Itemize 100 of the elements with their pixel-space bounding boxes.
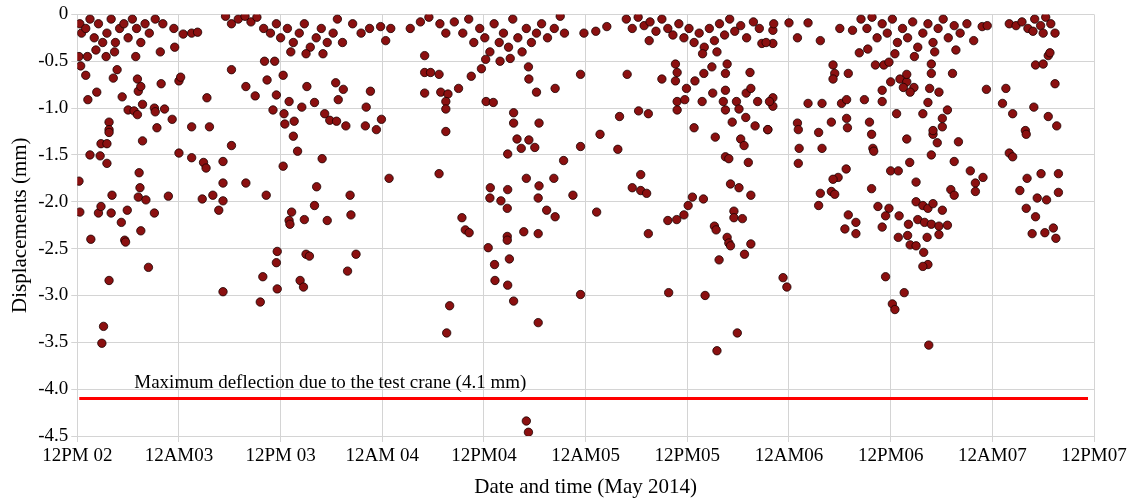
point: [316, 23, 326, 34]
point: [169, 23, 179, 34]
point: [918, 28, 928, 38]
point: [102, 28, 112, 38]
point: [119, 19, 129, 29]
point: [265, 28, 276, 38]
x-tick-label: 12AM 04: [345, 444, 420, 466]
point: [91, 45, 101, 55]
point: [913, 42, 923, 52]
point: [155, 47, 165, 57]
point: [887, 14, 897, 24]
x-tick-label: 12AM03: [144, 444, 214, 466]
point: [356, 28, 366, 38]
point: [131, 23, 142, 34]
point: [106, 14, 116, 24]
point: [294, 28, 304, 38]
point: [867, 14, 877, 22]
point: [240, 14, 250, 21]
point: [386, 23, 396, 34]
point: [332, 14, 342, 24]
point: [892, 37, 903, 48]
point: [1038, 28, 1048, 38]
point: [89, 33, 99, 43]
y-tick-label: -0.5: [38, 49, 69, 71]
y-tick-label: -4.0: [38, 377, 69, 399]
point: [928, 37, 938, 48]
y-tick-label: -3.0: [38, 283, 69, 305]
point: [271, 19, 281, 29]
point: [882, 28, 892, 38]
point: [131, 51, 141, 62]
point: [1017, 17, 1027, 27]
x-tick-label: 12PM07: [1061, 444, 1127, 466]
point: [252, 14, 262, 22]
point: [1050, 28, 1060, 38]
point: [311, 33, 321, 43]
x-tick-label: 12PM 03: [245, 444, 316, 466]
point: [908, 17, 918, 27]
point: [286, 47, 296, 57]
point: [123, 33, 133, 43]
point: [328, 28, 338, 38]
point: [259, 23, 269, 34]
x-tick-label: 12PM05: [654, 444, 721, 466]
point: [81, 23, 91, 34]
x-axis-title: Date and time (May 2014): [474, 473, 698, 498]
point: [381, 36, 391, 46]
point: [923, 19, 933, 29]
point: [1046, 19, 1056, 29]
point: [982, 21, 992, 31]
point: [943, 33, 953, 43]
y-axis-title: Displacements (mm): [7, 137, 32, 313]
point: [890, 49, 900, 59]
point: [1030, 14, 1040, 24]
point: [305, 42, 315, 52]
point: [955, 28, 965, 38]
point: [140, 19, 150, 29]
y-tick-label: -1.5: [38, 142, 69, 164]
point: [246, 17, 256, 27]
point: [158, 19, 168, 29]
x-tick-label: 12AM07: [958, 444, 1027, 466]
point: [872, 33, 882, 43]
point: [301, 49, 311, 59]
point: [1028, 26, 1038, 36]
x-tick-label: 12PM04: [451, 444, 518, 466]
point: [101, 51, 111, 62]
point: [376, 21, 386, 32]
point: [933, 23, 943, 34]
point: [962, 19, 972, 29]
point: [226, 19, 237, 29]
y-tick-label: -1.0: [38, 96, 69, 118]
point: [82, 51, 93, 62]
point: [856, 14, 866, 24]
point: [337, 37, 348, 48]
point: [276, 33, 286, 43]
point: [98, 37, 108, 48]
point: [1036, 21, 1046, 31]
x-tick-label: 12PM 02: [42, 444, 113, 466]
point: [909, 51, 919, 62]
point: [77, 61, 86, 71]
point: [903, 33, 913, 43]
point: [877, 19, 887, 29]
x-tick-label: 12AM05: [551, 444, 620, 466]
y-tick-label: -2.0: [38, 189, 69, 211]
point: [85, 14, 95, 24]
y-tick-label: -3.5: [38, 330, 69, 352]
ref-line-label: Maximum deflection due to the test crane (4.1 mm): [134, 371, 527, 394]
x-tick-label: 12PM06: [857, 444, 924, 466]
point: [288, 37, 298, 48]
point: [93, 19, 104, 29]
point: [144, 28, 154, 38]
point: [110, 37, 120, 48]
point: [299, 19, 309, 29]
x-tick-label: 12AM06: [754, 444, 824, 466]
point: [318, 49, 328, 59]
point: [930, 47, 940, 57]
point: [1041, 14, 1051, 22]
y-tick-label: -4.5: [38, 423, 69, 445]
y-tick-label: -2.5: [38, 236, 69, 258]
point: [949, 21, 959, 31]
point: [150, 14, 160, 24]
y-tick-label: 0: [58, 2, 69, 24]
